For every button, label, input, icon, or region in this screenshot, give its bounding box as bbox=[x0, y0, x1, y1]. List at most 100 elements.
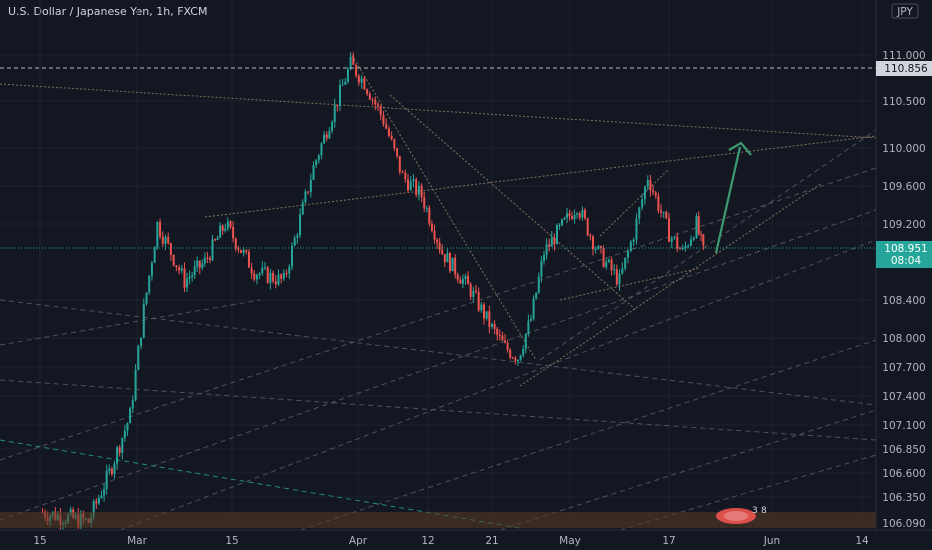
candle-body bbox=[480, 304, 483, 311]
candle-body bbox=[589, 235, 592, 237]
candle-body bbox=[430, 223, 433, 232]
time-tick-label: 17 bbox=[662, 535, 675, 547]
candle-body bbox=[568, 213, 571, 217]
trendline[interactable] bbox=[299, 339, 877, 531]
forecast-arrow[interactable] bbox=[714, 141, 752, 254]
trendline[interactable] bbox=[0, 299, 877, 406]
trendline[interactable] bbox=[0, 167, 877, 461]
trendline[interactable] bbox=[0, 439, 521, 529]
candle-body bbox=[446, 253, 449, 263]
candle-body bbox=[504, 340, 506, 343]
candle-body bbox=[576, 213, 579, 215]
candle-body bbox=[652, 190, 655, 193]
trendline[interactable] bbox=[0, 379, 877, 441]
candle-body bbox=[206, 257, 209, 259]
candle-body bbox=[105, 470, 108, 489]
trendline[interactable] bbox=[0, 299, 261, 346]
trendline-drawings[interactable] bbox=[0, 51, 877, 531]
svg-text:3: 3 bbox=[752, 506, 758, 516]
candle-body bbox=[689, 239, 692, 246]
candle-body bbox=[97, 497, 100, 504]
candle-body bbox=[607, 259, 610, 262]
svg-text:8: 8 bbox=[761, 506, 767, 516]
candle-body bbox=[148, 275, 151, 293]
candle-body bbox=[357, 75, 360, 83]
candle-body bbox=[226, 221, 229, 229]
candle-body bbox=[180, 268, 183, 271]
candle-body bbox=[203, 257, 206, 264]
candle-body bbox=[615, 269, 618, 285]
candle-body bbox=[323, 134, 326, 144]
trendline[interactable] bbox=[559, 267, 701, 301]
candle-body bbox=[285, 273, 288, 275]
candle-body bbox=[328, 130, 331, 139]
candle-body bbox=[404, 172, 407, 180]
trendline[interactable] bbox=[519, 182, 823, 387]
candle-body bbox=[280, 274, 283, 279]
time-axis[interactable]: 15 Mar 15 Apr 12 21 May 17 Jun 14 bbox=[0, 529, 932, 550]
trendline[interactable] bbox=[0, 83, 877, 139]
candle-body bbox=[129, 408, 132, 424]
candle-body bbox=[584, 210, 587, 219]
candle-body bbox=[605, 261, 608, 268]
candle-body bbox=[379, 106, 382, 116]
candle-body bbox=[349, 56, 352, 70]
candle-body bbox=[692, 237, 695, 240]
candle-body bbox=[537, 276, 540, 293]
candle-body bbox=[443, 254, 446, 263]
candle-body bbox=[299, 214, 302, 236]
candle-body bbox=[629, 241, 632, 252]
candle-body bbox=[461, 279, 464, 284]
candle-body bbox=[610, 259, 613, 271]
candle-body bbox=[438, 242, 441, 250]
candle-body bbox=[382, 115, 385, 124]
candle-body bbox=[586, 218, 589, 236]
time-tick-label: Apr bbox=[349, 535, 368, 547]
candle-body bbox=[315, 160, 318, 166]
candle-body bbox=[423, 196, 426, 209]
candle-body bbox=[493, 324, 496, 329]
candle-body bbox=[224, 228, 227, 231]
candle-body bbox=[113, 463, 116, 475]
grid-lines bbox=[0, 0, 876, 530]
trendline[interactable] bbox=[119, 239, 877, 531]
candle-body bbox=[488, 311, 491, 327]
trendline[interactable] bbox=[389, 94, 637, 311]
currency-badge[interactable]: JPY bbox=[891, 3, 919, 19]
candle-body bbox=[398, 155, 401, 173]
price-tick-label: 106.850 bbox=[882, 444, 925, 456]
trendline[interactable] bbox=[204, 135, 877, 218]
candle-body bbox=[282, 273, 285, 279]
candle-body bbox=[638, 207, 641, 219]
trendline[interactable] bbox=[539, 129, 877, 361]
candle-body bbox=[156, 221, 159, 248]
candle-body bbox=[274, 281, 277, 285]
price-tick-label: 108.000 bbox=[882, 333, 925, 345]
trendline[interactable] bbox=[499, 409, 877, 531]
candle-body bbox=[131, 400, 134, 409]
candle-body bbox=[208, 258, 211, 261]
candle-body bbox=[312, 165, 315, 180]
trendline[interactable] bbox=[0, 209, 877, 521]
candle-body bbox=[108, 468, 111, 471]
candle-body bbox=[232, 226, 235, 239]
candle-body bbox=[477, 291, 480, 311]
candle-body bbox=[221, 225, 224, 231]
candle-body bbox=[635, 218, 638, 240]
candle-body bbox=[548, 244, 551, 247]
candle-body bbox=[511, 357, 514, 359]
candle-body bbox=[660, 210, 663, 213]
candle-body bbox=[172, 254, 175, 266]
candle-body bbox=[464, 275, 467, 280]
candle-body bbox=[304, 191, 307, 203]
candle-body bbox=[396, 148, 399, 156]
candle-body bbox=[363, 78, 366, 90]
candle-body bbox=[374, 99, 377, 105]
candle-body bbox=[662, 211, 665, 213]
candle-body bbox=[599, 246, 602, 248]
candle-body bbox=[454, 257, 457, 275]
trendline[interactable] bbox=[349, 51, 537, 361]
events-widget[interactable]: 3 8 bbox=[716, 506, 767, 524]
candle-body bbox=[368, 93, 371, 100]
